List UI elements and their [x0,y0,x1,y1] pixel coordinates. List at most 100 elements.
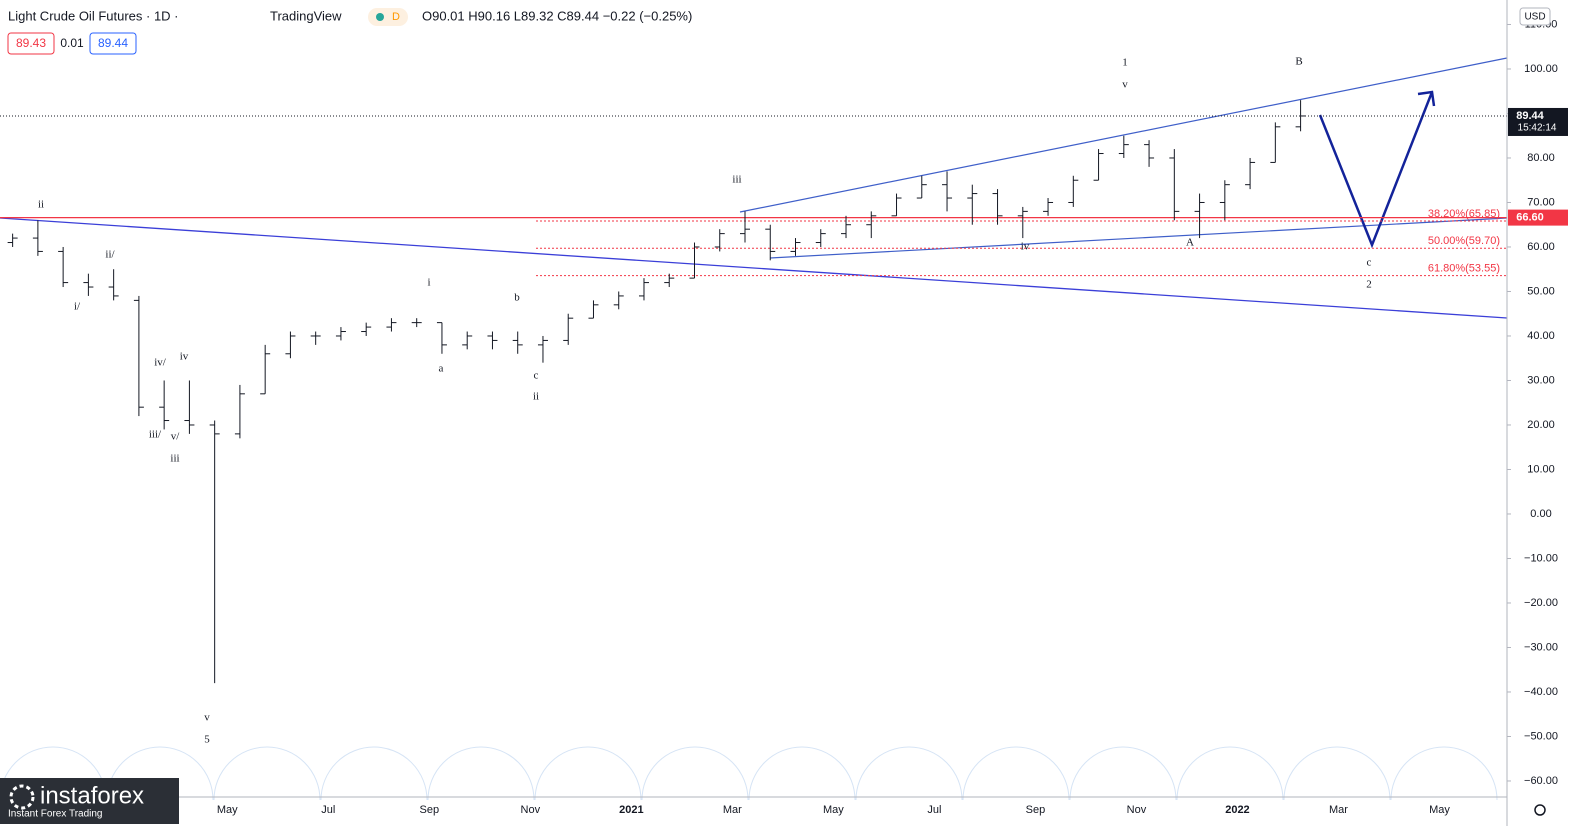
y-tick-label: 10.00 [1527,463,1555,475]
x-tick-label: Jul [927,804,941,816]
x-tick-label: May [217,804,238,816]
arc [1283,746,1391,801]
badge [368,8,408,26]
wave-label: v [204,712,210,724]
alert-label: 66.60 [1516,212,1544,224]
wave-label: b [514,292,520,304]
wave-label: v/ [171,431,181,443]
alert-box [1508,209,1568,226]
header: Light Crude Oil Futures · 1D · TradingVi… [7,7,1551,55]
y-tick-label: −10.00 [1524,552,1558,564]
y-tick-label: 20.00 [1527,419,1555,431]
wave-label: iv [180,351,189,363]
y-tick-label: 80.00 [1527,152,1555,164]
wave-label: a [439,363,444,375]
wave-label: 1 [1122,57,1128,69]
wave-label: iv [1021,241,1030,253]
wave-label: v [1122,79,1128,91]
fib-label: 50.00%(59.70) [1428,235,1500,247]
bottom-arcs [0,746,1498,801]
y-tick-label: 50.00 [1527,285,1555,297]
y-tick-label: 40.00 [1527,330,1555,342]
ohlc: O90.01 H90.16 L89.32 C89.44 −0.22 (−0.25… [422,8,692,23]
y-tick-label: −50.00 [1524,730,1558,742]
fib-label: 38.20%(65.85) [1428,208,1500,220]
arc [106,746,214,801]
currency: USD [1524,12,1545,23]
ask: 89.44 [98,36,128,50]
x-tick-label: Sep [420,804,440,816]
arc [213,746,321,801]
projection-arrow [1318,91,1434,249]
x-tick-label: Nov [521,804,541,816]
wave-label: A [1186,237,1194,249]
arc [855,746,963,801]
y-tick-label: −20.00 [1524,597,1558,609]
y-tick-label: −30.00 [1524,641,1558,653]
wave-label: c [534,370,539,382]
status-dot [376,13,384,21]
arc [320,746,428,801]
wedge-upper [739,57,1508,213]
arc [962,746,1070,801]
arrow-head [1417,90,1436,107]
arc [1176,746,1284,801]
arc [0,746,107,801]
wave-label: iii [732,174,741,186]
x-tick-label: May [823,804,844,816]
arc [1390,746,1498,801]
wave-label: i/ [74,301,81,313]
y-tick-label: −60.00 [1524,775,1558,787]
x-tick-label: 2022 [1225,804,1249,816]
arc [427,746,535,801]
trend-line [0,217,1508,319]
wedge-lower [769,217,1508,259]
x-tick-label: May [1429,804,1450,816]
last-price-label: 89.44 [1516,110,1544,122]
plot: 110.00100.0090.0080.0070.0060.0050.0040.… [0,18,1568,816]
wave-label: ii [38,199,44,211]
wave-label: B [1295,56,1302,68]
bid-box[interactable] [7,32,55,55]
symbol: Light Crude Oil Futures · 1D · [8,8,179,23]
y-tick-label: 0.00 [1530,508,1551,520]
wave-label: 5 [204,734,210,746]
x-tick-label: Sep [1026,804,1046,816]
x-tick-label: 2021 [619,804,643,816]
settings-icon[interactable] [1534,804,1546,816]
wave-label: c [1367,257,1372,269]
arc [534,746,642,801]
arc [1069,746,1177,801]
logo: instaforex Instant Forex Trading [0,778,179,824]
last-price-box [1508,107,1568,136]
brand: TradingView [270,8,342,23]
x-tick-label: Mar [723,804,742,816]
logo-name: instaforex [40,782,144,809]
logo-tagline: Instant Forex Trading [8,809,103,820]
wave-label: iii/ [149,429,162,441]
ask-box[interactable] [89,32,137,55]
x-tick-label: Jul [321,804,335,816]
y-tick-label: 70.00 [1527,196,1555,208]
wave-label: ii [533,391,539,403]
logo-icon [9,784,35,810]
interval-badge: D [392,11,400,23]
y-tick-label: −40.00 [1524,686,1558,698]
arc [641,746,749,801]
y-tick-label: 100.00 [1524,63,1558,75]
fib-label: 61.80%(53.55) [1428,263,1500,275]
x-tick-label: Mar [1329,804,1348,816]
wave-label: 2 [1366,279,1372,291]
wave-label: iii [170,453,179,465]
logo-bg [0,778,179,824]
wave-label: i [427,277,430,289]
countdown: 15:42:14 [1518,123,1557,134]
wave-label: ii/ [105,249,115,261]
x-tick-label: Nov [1127,804,1147,816]
y-tick-label: 30.00 [1527,374,1555,386]
arc [748,746,856,801]
spread: 0.01 [60,36,84,50]
wave-label: iv/ [154,357,167,369]
currency-box[interactable] [1519,7,1551,26]
